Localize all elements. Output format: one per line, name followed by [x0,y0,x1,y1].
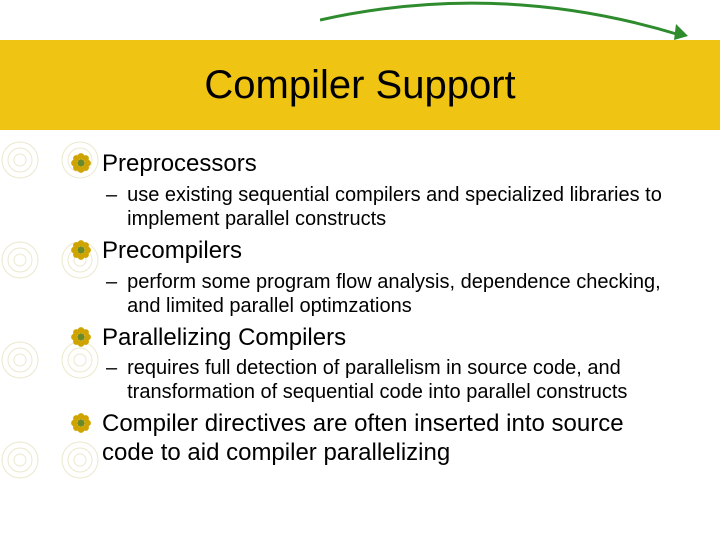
bullet-item: Preprocessors [70,150,680,179]
sub-item: – perform some program flow analysis, de… [106,270,680,318]
flower-bullet-icon [70,412,92,434]
sub-item: – requires full detection of parallelism… [106,356,680,404]
flower-bullet-icon [70,239,92,261]
bullet-text: Compiler directives are often inserted i… [102,410,680,468]
bullet-item: Parallelizing Compilers [70,324,680,353]
content-area: Preprocessors – use existing sequential … [70,150,680,472]
bullet-item: Precompilers [70,237,680,266]
flower-bullet-icon [70,152,92,174]
sub-text: use existing sequential compilers and sp… [127,183,680,231]
bullet-text: Precompilers [102,237,242,266]
sub-text: requires full detection of parallelism i… [127,356,680,404]
slide: Compiler Support Preprocessors – use exi… [0,0,720,540]
title-band: Compiler Support [0,40,720,130]
dash-bullet: – [106,183,117,207]
bullet-text: Preprocessors [102,150,257,179]
sub-item: – use existing sequential compilers and … [106,183,680,231]
sub-text: perform some program flow analysis, depe… [127,270,680,318]
dash-bullet: – [106,270,117,294]
flower-bullet-icon [70,326,92,348]
slide-title: Compiler Support [204,63,515,108]
dash-bullet: – [106,356,117,380]
bullet-item: Compiler directives are often inserted i… [70,410,680,468]
bullet-text: Parallelizing Compilers [102,324,346,353]
